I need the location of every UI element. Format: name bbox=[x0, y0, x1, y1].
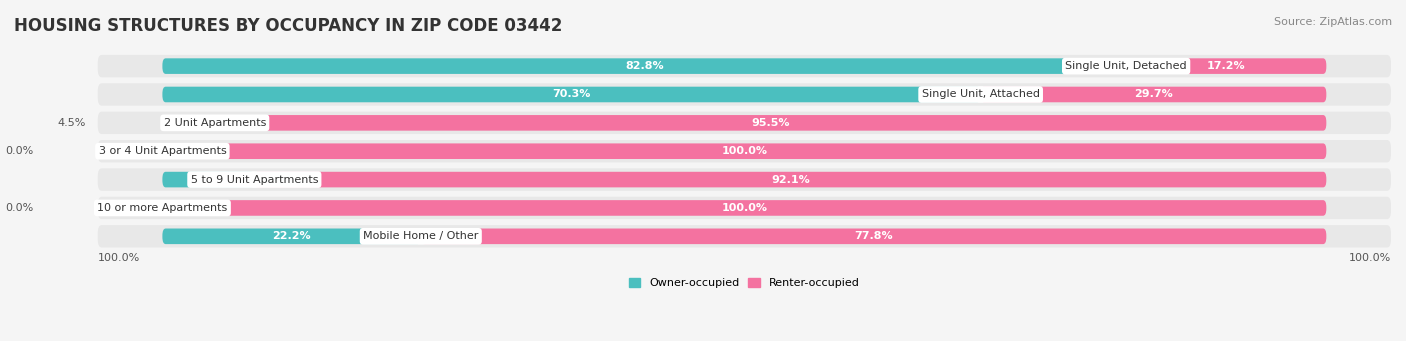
FancyBboxPatch shape bbox=[98, 140, 1391, 162]
FancyBboxPatch shape bbox=[163, 144, 1326, 159]
FancyBboxPatch shape bbox=[980, 87, 1326, 102]
Text: 70.3%: 70.3% bbox=[553, 89, 591, 100]
FancyBboxPatch shape bbox=[98, 55, 1391, 77]
Text: 0.0%: 0.0% bbox=[4, 203, 34, 213]
Text: 82.8%: 82.8% bbox=[624, 61, 664, 71]
Text: HOUSING STRUCTURES BY OCCUPANCY IN ZIP CODE 03442: HOUSING STRUCTURES BY OCCUPANCY IN ZIP C… bbox=[14, 17, 562, 35]
Text: 100.0%: 100.0% bbox=[721, 146, 768, 156]
Text: 3 or 4 Unit Apartments: 3 or 4 Unit Apartments bbox=[98, 146, 226, 156]
FancyBboxPatch shape bbox=[163, 58, 1126, 74]
FancyBboxPatch shape bbox=[254, 172, 1326, 188]
Text: Single Unit, Attached: Single Unit, Attached bbox=[922, 89, 1039, 100]
Text: 29.7%: 29.7% bbox=[1135, 89, 1173, 100]
Text: Mobile Home / Other: Mobile Home / Other bbox=[363, 231, 478, 241]
Text: 4.5%: 4.5% bbox=[58, 118, 86, 128]
FancyBboxPatch shape bbox=[163, 87, 980, 102]
Text: 0.0%: 0.0% bbox=[4, 146, 34, 156]
FancyBboxPatch shape bbox=[163, 228, 420, 244]
FancyBboxPatch shape bbox=[163, 172, 254, 188]
Text: 7.9%: 7.9% bbox=[193, 175, 224, 184]
Legend: Owner-occupied, Renter-occupied: Owner-occupied, Renter-occupied bbox=[624, 273, 863, 293]
Text: 17.2%: 17.2% bbox=[1206, 61, 1246, 71]
Text: 100.0%: 100.0% bbox=[1348, 253, 1391, 263]
FancyBboxPatch shape bbox=[98, 225, 1391, 248]
Text: 95.5%: 95.5% bbox=[751, 118, 790, 128]
FancyBboxPatch shape bbox=[163, 200, 1326, 216]
FancyBboxPatch shape bbox=[215, 115, 1326, 131]
FancyBboxPatch shape bbox=[1126, 58, 1326, 74]
FancyBboxPatch shape bbox=[98, 112, 1391, 134]
Text: 2 Unit Apartments: 2 Unit Apartments bbox=[163, 118, 266, 128]
FancyBboxPatch shape bbox=[98, 83, 1391, 106]
Text: Single Unit, Detached: Single Unit, Detached bbox=[1066, 61, 1187, 71]
Text: 92.1%: 92.1% bbox=[770, 175, 810, 184]
Text: 10 or more Apartments: 10 or more Apartments bbox=[97, 203, 228, 213]
Text: 22.2%: 22.2% bbox=[273, 231, 311, 241]
Text: Source: ZipAtlas.com: Source: ZipAtlas.com bbox=[1274, 17, 1392, 27]
FancyBboxPatch shape bbox=[163, 115, 215, 131]
Text: 100.0%: 100.0% bbox=[98, 253, 141, 263]
FancyBboxPatch shape bbox=[98, 168, 1391, 191]
FancyBboxPatch shape bbox=[420, 228, 1326, 244]
Text: 5 to 9 Unit Apartments: 5 to 9 Unit Apartments bbox=[191, 175, 318, 184]
Text: 77.8%: 77.8% bbox=[855, 231, 893, 241]
Text: 100.0%: 100.0% bbox=[721, 203, 768, 213]
FancyBboxPatch shape bbox=[98, 197, 1391, 219]
